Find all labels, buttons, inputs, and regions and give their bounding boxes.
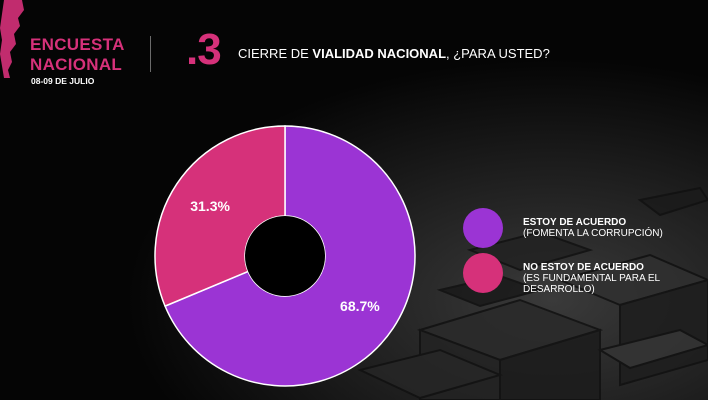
survey-brand: ENCUESTA NACIONAL [30,35,125,75]
legend-swatch-acuerdo [463,208,503,248]
legend-swatch-no-acuerdo [463,253,503,293]
argentina-map-icon [0,0,24,78]
question-suffix: , ¿PARA USTED? [446,46,550,61]
slice-label-no-acuerdo: 31.3% [190,198,230,214]
header-divider [150,36,151,72]
legend-label-no-acuerdo: NO ESTOY DE ACUERDO [523,262,644,273]
legend-label-acuerdo: ESTOY DE ACUERDO [523,217,627,228]
question-text: CIERRE DE VIALIDAD NACIONAL, ¿PARA USTED… [238,46,550,61]
donut-hole [245,216,325,296]
legend-item-acuerdo: ESTOY DE ACUERDO (FOMENTA LA CORRUPCIÓN) [463,208,703,248]
question-prefix: CIERRE DE [238,46,313,61]
brand-line-1: ENCUESTA [30,35,125,54]
brand-line-2: NACIONAL [30,55,123,74]
legend-sublabel-acuerdo: (FOMENTA LA CORRUPCIÓN) [523,228,663,239]
legend-sublabel-no-acuerdo: (ES FUNDAMENTAL PARA EL DESARROLLO) [523,273,660,295]
legend-item-no-acuerdo: NO ESTOY DE ACUERDO (ES FUNDAMENTAL PARA… [463,253,703,295]
survey-date: 08-09 DE JULIO [31,76,95,86]
question-number: .3 [186,25,222,74]
slice-label-acuerdo: 68.7% [340,298,380,314]
question-emphasis: VIALIDAD NACIONAL [312,46,447,61]
